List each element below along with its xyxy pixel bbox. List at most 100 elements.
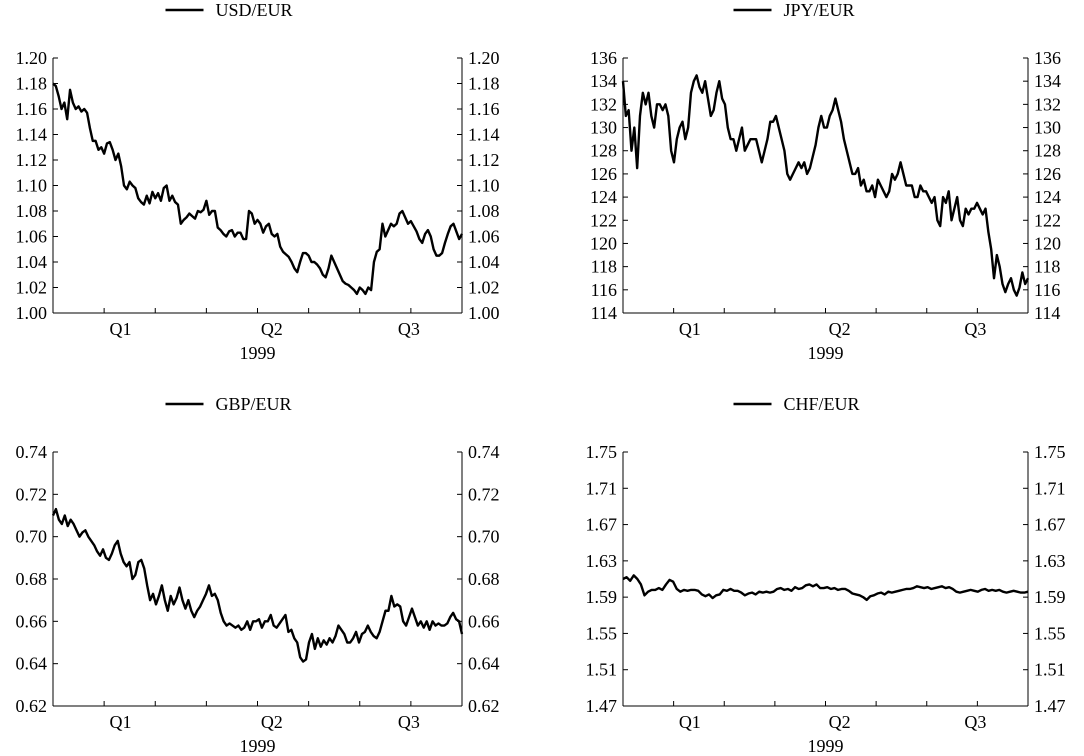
jpy-eur-ytick-label-right: 136 bbox=[1034, 48, 1061, 68]
usd-eur-ytick-label-right: 1.06 bbox=[468, 227, 500, 247]
jpy-eur-ytick-label-left: 114 bbox=[591, 303, 617, 323]
chf-eur-quarter-label: Q1 bbox=[679, 712, 701, 732]
jpy-eur-series-line bbox=[621, 74, 1030, 297]
usd-eur-ytick-label-left: 1.12 bbox=[16, 150, 48, 170]
usd-eur-ytick-label-left: 1.04 bbox=[16, 252, 48, 272]
jpy-eur-ytick-label-left: 118 bbox=[591, 257, 617, 277]
jpy-eur-legend-label: JPY/EUR bbox=[784, 0, 855, 20]
chf-eur-ytick-label-left: 1.67 bbox=[586, 515, 618, 535]
jpy-eur-ytick-label-left: 132 bbox=[590, 94, 617, 114]
jpy-eur-quarter-label: Q2 bbox=[829, 319, 851, 339]
chf-eur-quarter-label: Q3 bbox=[964, 712, 986, 732]
usd-eur-quarter-label: Q1 bbox=[109, 319, 131, 339]
gbp-eur-quarter-label: Q3 bbox=[398, 712, 420, 732]
chf-eur-legend-label: CHF/EUR bbox=[784, 394, 860, 414]
usd-eur-ytick-label-left: 1.00 bbox=[16, 303, 48, 323]
usd-eur-ytick-label-right: 1.14 bbox=[468, 125, 500, 145]
usd-eur-ytick-label-left: 1.10 bbox=[16, 176, 48, 196]
gbp-eur-ytick-label-right: 0.64 bbox=[468, 654, 500, 674]
gbp-eur-quarter-label: Q2 bbox=[261, 712, 283, 732]
usd-eur-ytick-label-right: 1.20 bbox=[468, 48, 500, 68]
usd-eur-quarter-label: Q2 bbox=[261, 319, 283, 339]
chf-eur-quarter-label: Q2 bbox=[829, 712, 851, 732]
usd-eur-year-label: 1999 bbox=[240, 343, 276, 363]
chf-eur-ytick-label-left: 1.71 bbox=[586, 478, 618, 498]
jpy-eur-ytick-label-right: 128 bbox=[1034, 141, 1061, 161]
gbp-eur-ytick-label-left: 0.74 bbox=[16, 442, 48, 462]
jpy-eur-ytick-label-right: 120 bbox=[1034, 233, 1061, 253]
chf-eur-ytick-label-right: 1.75 bbox=[1034, 442, 1066, 462]
jpy-eur-ytick-label-left: 116 bbox=[591, 280, 617, 300]
jpy-eur-ytick-label-left: 124 bbox=[590, 187, 617, 207]
jpy-eur-quarter-label: Q1 bbox=[679, 319, 701, 339]
gbp-eur-ytick-label-left: 0.64 bbox=[16, 654, 48, 674]
gbp-eur-year-label: 1999 bbox=[240, 736, 276, 756]
chf-eur-ytick-label-right: 1.67 bbox=[1034, 515, 1066, 535]
jpy-eur-ytick-label-right: 126 bbox=[1034, 164, 1061, 184]
jpy-eur-quarter-label: Q3 bbox=[964, 319, 986, 339]
usd-eur-ytick-label-right: 1.04 bbox=[468, 252, 500, 272]
jpy-eur-ytick-label-right: 130 bbox=[1034, 118, 1061, 138]
gbp-eur-ytick-label-right: 0.70 bbox=[468, 527, 500, 547]
jpy-eur-year-label: 1999 bbox=[808, 343, 844, 363]
jpy-eur-ytick-label-left: 130 bbox=[590, 118, 617, 138]
usd-eur-ytick-label-left: 1.14 bbox=[16, 125, 48, 145]
chf-eur-series-line bbox=[622, 574, 1029, 602]
jpy-eur-ytick-label-right: 132 bbox=[1034, 94, 1061, 114]
gbp-eur-ytick-label-left: 0.68 bbox=[16, 569, 48, 589]
usd-eur-legend-label: USD/EUR bbox=[216, 0, 293, 20]
usd-eur-ytick-label-right: 1.02 bbox=[468, 278, 500, 298]
jpy-eur-ytick-label-left: 126 bbox=[590, 164, 617, 184]
chf-eur-ytick-label-left: 1.75 bbox=[586, 442, 618, 462]
chf-eur-ytick-label-right: 1.47 bbox=[1034, 696, 1066, 716]
usd-eur-ytick-label-right: 1.08 bbox=[468, 201, 500, 221]
usd-eur-ytick-label-right: 1.16 bbox=[468, 99, 500, 119]
gbp-eur-ytick-label-left: 0.66 bbox=[16, 611, 48, 631]
gbp-eur-series-line bbox=[51, 507, 464, 663]
usd-eur-ytick-label-left: 1.02 bbox=[16, 278, 48, 298]
gbp-eur-ytick-label-left: 0.72 bbox=[16, 484, 48, 504]
gbp-eur-ytick-label-right: 0.72 bbox=[468, 484, 500, 504]
jpy-eur-ytick-label-right: 134 bbox=[1034, 71, 1061, 91]
usd-eur-ytick-label-left: 1.06 bbox=[16, 227, 48, 247]
gbp-eur-ytick-label-right: 0.62 bbox=[468, 696, 500, 716]
gbp-eur-legend-label: GBP/EUR bbox=[216, 394, 292, 414]
jpy-eur-ytick-label-right: 116 bbox=[1034, 280, 1060, 300]
jpy-eur-ytick-label-left: 122 bbox=[590, 210, 617, 230]
chf-eur-ytick-label-right: 1.51 bbox=[1034, 660, 1066, 680]
usd-eur-quarter-label: Q3 bbox=[398, 319, 420, 339]
gbp-eur-ytick-label-left: 0.62 bbox=[16, 696, 48, 716]
gbp-eur-quarter-label: Q1 bbox=[109, 712, 131, 732]
usd-eur-series-line bbox=[52, 82, 464, 296]
usd-eur-ytick-label-left: 1.18 bbox=[16, 74, 48, 94]
chf-eur-year-label: 1999 bbox=[808, 736, 844, 756]
chf-eur-ytick-label-left: 1.55 bbox=[586, 623, 618, 643]
gbp-eur-ytick-label-right: 0.74 bbox=[468, 442, 500, 462]
chf-eur-ytick-label-right: 1.59 bbox=[1034, 587, 1066, 607]
usd-eur-ytick-label-left: 1.08 bbox=[16, 201, 48, 221]
jpy-eur-ytick-label-left: 128 bbox=[590, 141, 617, 161]
usd-eur-ytick-label-left: 1.16 bbox=[16, 99, 48, 119]
jpy-eur-ytick-label-left: 136 bbox=[590, 48, 617, 68]
chf-eur-ytick-label-left: 1.47 bbox=[586, 696, 618, 716]
chf-eur-ytick-label-left: 1.63 bbox=[586, 551, 618, 571]
jpy-eur-ytick-label-left: 120 bbox=[590, 233, 617, 253]
chf-eur-ytick-label-right: 1.63 bbox=[1034, 551, 1066, 571]
usd-eur-ytick-label-right: 1.10 bbox=[468, 176, 500, 196]
usd-eur-ytick-label-right: 1.12 bbox=[468, 150, 500, 170]
usd-eur-ytick-label-right: 1.00 bbox=[468, 303, 500, 323]
jpy-eur-ytick-label-right: 114 bbox=[1034, 303, 1060, 323]
jpy-eur-ytick-label-right: 118 bbox=[1034, 257, 1060, 277]
jpy-eur-ytick-label-left: 134 bbox=[590, 71, 617, 91]
chf-eur-ytick-label-left: 1.51 bbox=[586, 660, 618, 680]
jpy-eur-ytick-label-right: 122 bbox=[1034, 210, 1061, 230]
gbp-eur-ytick-label-right: 0.68 bbox=[468, 569, 500, 589]
usd-eur-ytick-label-left: 1.20 bbox=[16, 48, 48, 68]
chf-eur-ytick-label-right: 1.55 bbox=[1034, 623, 1066, 643]
gbp-eur-ytick-label-right: 0.66 bbox=[468, 611, 500, 631]
jpy-eur-ytick-label-right: 124 bbox=[1034, 187, 1061, 207]
gbp-eur-ytick-label-left: 0.70 bbox=[16, 527, 48, 547]
chf-eur-ytick-label-left: 1.59 bbox=[586, 587, 618, 607]
usd-eur-ytick-label-right: 1.18 bbox=[468, 74, 500, 94]
